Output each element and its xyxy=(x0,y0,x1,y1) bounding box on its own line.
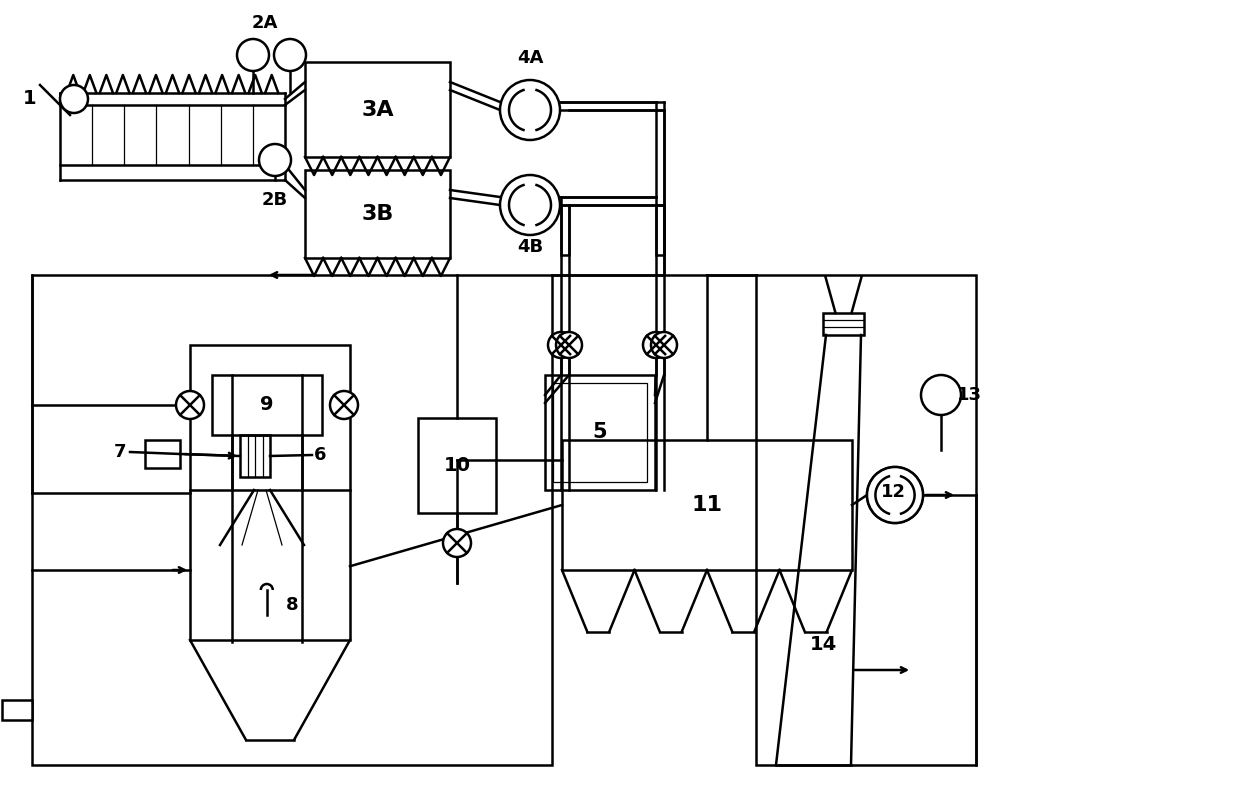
Bar xyxy=(241,435,270,477)
Text: 4B: 4B xyxy=(517,238,543,256)
Circle shape xyxy=(556,332,582,358)
Circle shape xyxy=(651,332,677,358)
Circle shape xyxy=(867,467,923,523)
Text: 12: 12 xyxy=(880,483,905,501)
Bar xyxy=(190,345,350,640)
Text: 4A: 4A xyxy=(517,49,543,67)
Circle shape xyxy=(548,332,574,358)
Text: 13: 13 xyxy=(956,386,982,404)
Bar xyxy=(2,700,32,720)
Circle shape xyxy=(176,391,205,419)
Circle shape xyxy=(921,375,961,415)
Text: 10: 10 xyxy=(444,456,470,475)
Bar xyxy=(145,440,180,468)
Text: 3B: 3B xyxy=(361,204,393,224)
Circle shape xyxy=(500,80,560,140)
Bar xyxy=(656,205,663,255)
Bar xyxy=(546,375,655,490)
Text: 2A: 2A xyxy=(252,14,278,32)
Bar xyxy=(418,418,496,513)
Text: 7: 7 xyxy=(114,443,126,461)
Text: 5: 5 xyxy=(593,423,608,443)
Circle shape xyxy=(500,175,560,235)
Bar xyxy=(562,440,852,570)
Circle shape xyxy=(60,85,88,113)
Bar xyxy=(305,62,450,157)
Bar xyxy=(560,205,569,255)
Circle shape xyxy=(259,144,291,176)
Text: 1: 1 xyxy=(24,88,37,107)
Circle shape xyxy=(237,39,269,71)
Text: 8: 8 xyxy=(285,596,298,614)
Text: 11: 11 xyxy=(692,495,723,515)
Circle shape xyxy=(867,467,923,523)
Bar xyxy=(756,275,976,765)
Text: 6: 6 xyxy=(314,446,326,464)
Bar xyxy=(553,383,647,482)
Bar xyxy=(32,275,552,765)
Circle shape xyxy=(274,39,306,71)
Bar xyxy=(823,313,864,335)
Text: 14: 14 xyxy=(810,635,837,654)
Circle shape xyxy=(330,391,358,419)
Text: 9: 9 xyxy=(260,395,274,415)
Bar xyxy=(212,375,322,435)
Circle shape xyxy=(443,529,471,557)
Text: 2B: 2B xyxy=(262,191,288,209)
Text: 3A: 3A xyxy=(361,99,394,119)
Bar xyxy=(305,170,450,258)
Circle shape xyxy=(644,332,670,358)
